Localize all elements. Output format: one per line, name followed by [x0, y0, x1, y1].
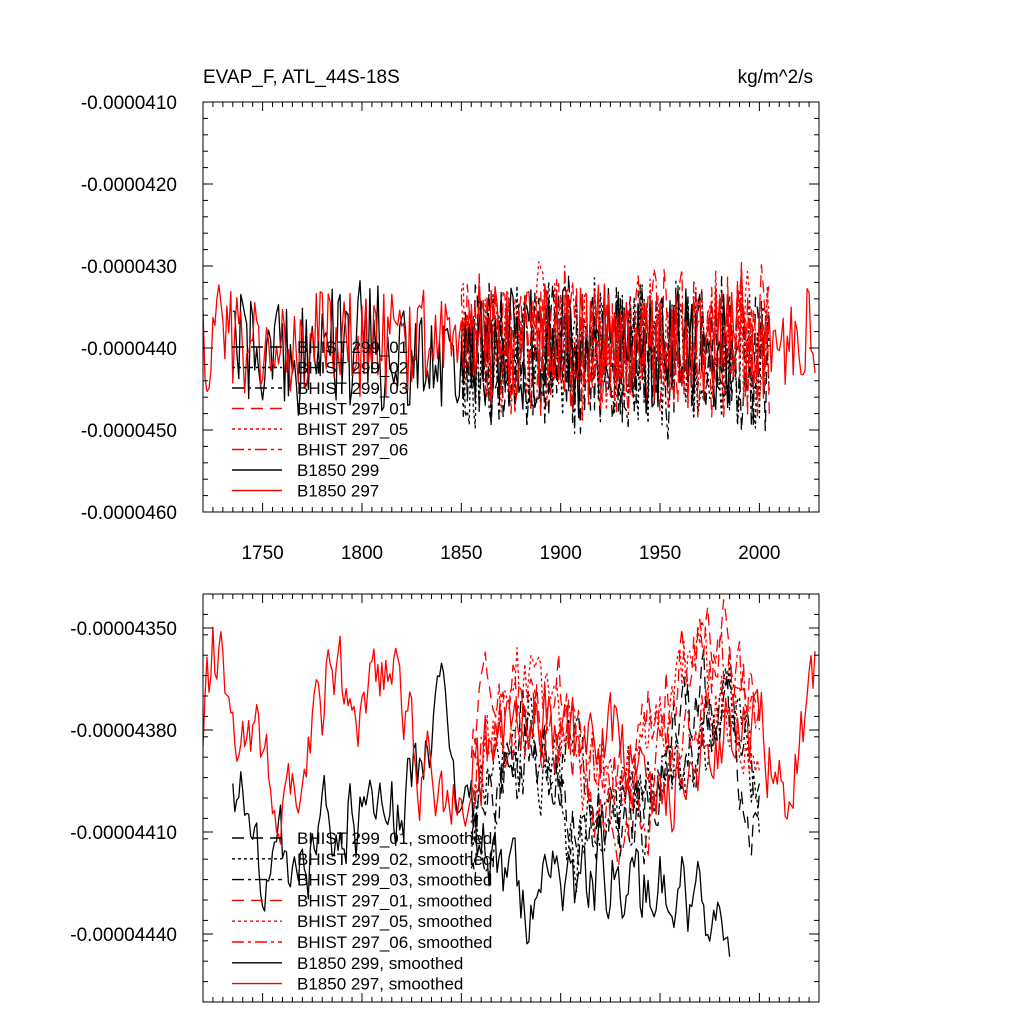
legend-label: BHIST 299_01, smoothed [297, 829, 492, 848]
x-tick-label: 1850 [440, 543, 482, 564]
series-group [203, 260, 816, 440]
y-tick-label: -0.0000450 [81, 421, 177, 442]
legend-label: BHIST 297_06, smoothed [297, 933, 492, 952]
y-tick-label: -0.0000420 [81, 175, 177, 196]
y-tick-label: -0.0000410 [81, 93, 177, 114]
legend-label: B1850 297, smoothed [297, 975, 463, 994]
legend-label: BHIST 299_02, smoothed [297, 850, 492, 869]
legend-label: BHIST 299_03, smoothed [297, 871, 492, 890]
legend-label: BHIST 297_01, smoothed [297, 891, 492, 910]
legend-label: BHIST 299_01 [297, 338, 408, 357]
series-line-7 [232, 662, 731, 957]
series-line-3 [470, 671, 761, 879]
legend-label: BHIST 297_05 [297, 420, 408, 439]
legend-label: BHIST 299_02 [297, 359, 408, 378]
y-tick-label: -0.00004410 [70, 823, 177, 844]
series-line-8 [203, 283, 816, 401]
series-line-6 [470, 632, 761, 870]
series-line-1 [470, 648, 761, 881]
legend-label: BHIST 297_05, smoothed [297, 912, 492, 931]
series-line-5 [470, 620, 761, 824]
series-line-7 [232, 280, 731, 419]
x-tick-label: 2000 [738, 543, 780, 564]
x-tick-label: 1950 [639, 543, 681, 564]
series-line-2 [460, 277, 770, 429]
chart-panel-1: 1750 1800 1850 1900 1950 2000 -0.0000410 -0.000… [81, 67, 820, 564]
legend-label: B1850 299 [297, 461, 379, 480]
y-tick-label: -0.00004350 [70, 619, 177, 640]
y-tick-label: -0.0000460 [81, 503, 177, 524]
legend-label: B1850 297 [297, 482, 379, 501]
y-tick-label: -0.0000430 [81, 257, 177, 278]
x-tick-label: 1900 [540, 543, 582, 564]
series-group [203, 599, 816, 957]
legend: BHIST 299_01, smoothed BHIST 299_02, smoo… [232, 829, 492, 994]
y-tick-label: -0.00004440 [70, 925, 177, 946]
chart-title: EVAP_F, ATL_44S-18S [203, 67, 400, 88]
legend-label: B1850 299, smoothed [297, 954, 463, 973]
x-tick-label: 1800 [341, 543, 383, 564]
series-line-4 [470, 599, 761, 808]
legend-label: BHIST 297_01 [297, 400, 408, 419]
x-tick-label: 1750 [241, 543, 283, 564]
legend-label: BHIST 299_03 [297, 379, 408, 398]
y-tick-label: -0.00004380 [70, 721, 177, 742]
legend-label: BHIST 297_06 [297, 441, 408, 460]
chart-panel-2: -0.00004350 -0.00004380 -0.00004410 -0.0000… [70, 593, 820, 1003]
chart-units: kg/m^2/s [738, 67, 813, 88]
series-line-8 [203, 626, 816, 845]
y-tick-label: -0.0000440 [81, 339, 177, 360]
